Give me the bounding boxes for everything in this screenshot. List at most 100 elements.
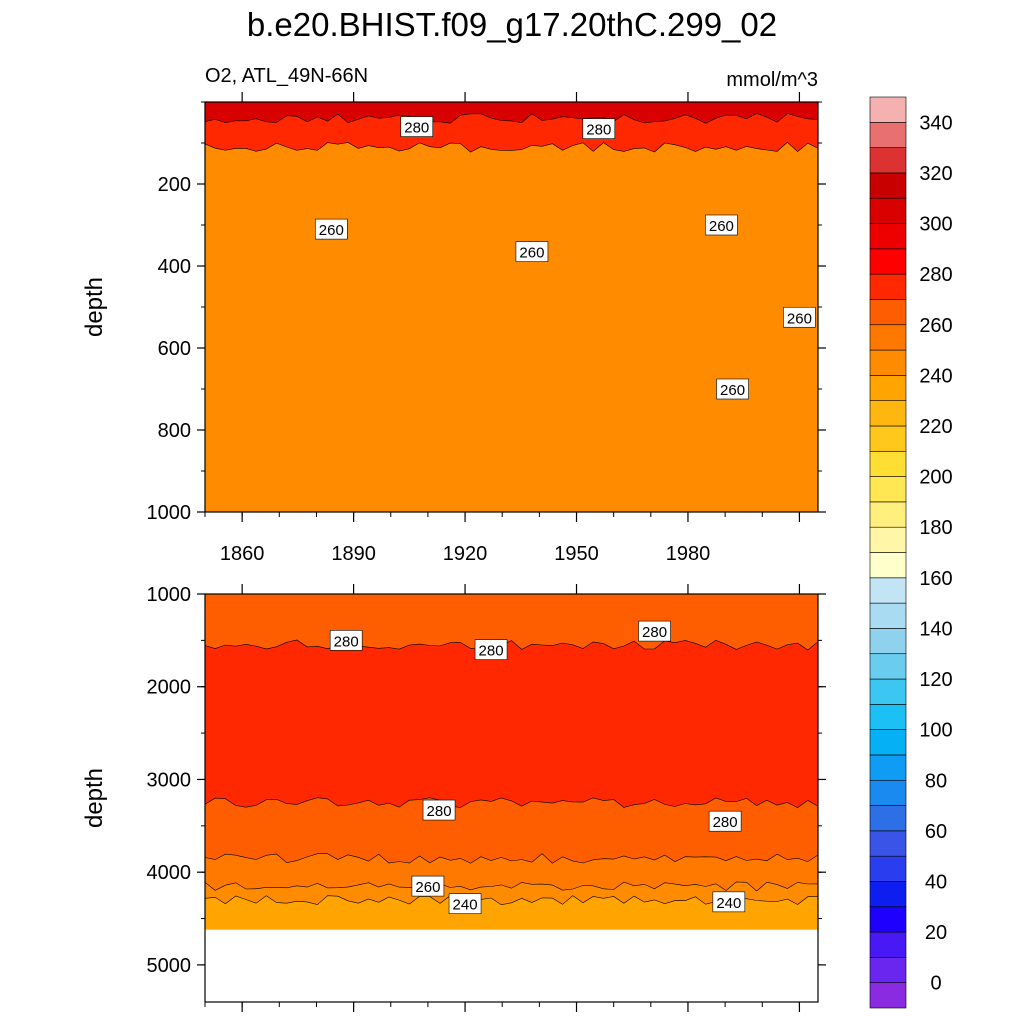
contour-label: 260	[315, 218, 348, 240]
colorbar-swatch	[869, 450, 907, 477]
colorbar-swatch	[869, 197, 907, 224]
colorbar-tick-label: 80	[925, 770, 947, 792]
colorbar-swatch	[869, 906, 907, 933]
contour-label: 260	[705, 214, 738, 236]
contour-band	[205, 102, 818, 125]
x-tick-label: 1860	[220, 543, 265, 565]
contour-band	[205, 639, 818, 809]
svg-text:260: 260	[787, 310, 812, 327]
chart-title: b.e20.BHIST.f09_g17.20thC.299_02	[247, 6, 777, 43]
colorbar-tick-label: 200	[919, 467, 952, 489]
contour-label: 240	[448, 893, 482, 915]
y-tick-label: 1000	[147, 584, 192, 606]
colorbar-swatch	[869, 223, 907, 250]
svg-text:260: 260	[720, 382, 745, 399]
colorbar-swatch	[869, 982, 907, 1009]
contour-label: 260	[515, 241, 549, 262]
colorbar-swatch	[869, 729, 907, 756]
colorbar-swatch	[869, 273, 907, 300]
svg-text:260: 260	[709, 218, 734, 235]
y-axis-label: depth	[81, 768, 108, 828]
colorbar-tick-label: 280	[919, 264, 952, 286]
y-tick-label: 800	[158, 420, 191, 442]
colorbar-swatch	[869, 628, 907, 655]
colorbar-swatch	[869, 704, 907, 730]
panel-subtitle: O2, ATL_49N-66N	[205, 65, 368, 87]
contour-band	[205, 797, 818, 865]
svg-text:260: 260	[415, 879, 440, 896]
colorbar-swatch	[869, 881, 907, 908]
colorbar-tick-label: 40	[925, 871, 947, 893]
svg-text:240: 240	[716, 895, 741, 912]
contour-label: 260	[411, 875, 445, 897]
svg-text:280: 280	[427, 803, 452, 820]
colorbar-swatch	[869, 400, 907, 427]
svg-text:280: 280	[479, 643, 504, 660]
colorbar-swatch	[869, 324, 907, 351]
svg-text:280: 280	[642, 624, 667, 641]
colorbar-tick-label: 100	[919, 720, 952, 742]
colorbar-swatch	[869, 172, 907, 199]
colorbar-swatch	[869, 931, 907, 958]
y-tick-label: 2000	[147, 677, 192, 699]
colorbar-swatch	[869, 299, 907, 326]
contour-label: 280	[708, 810, 742, 832]
colorbar-swatch	[869, 476, 907, 503]
svg-text:280: 280	[713, 814, 738, 831]
y-tick-label: 3000	[147, 769, 192, 791]
colorbar-swatch	[869, 349, 907, 376]
svg-text:240: 240	[453, 897, 478, 914]
y-tick-label: 4000	[147, 862, 192, 884]
x-tick-label: 1950	[554, 543, 599, 565]
colorbar-swatch	[869, 248, 907, 275]
colorbar: 0 20 40 60 80 100 120 140 160 180 200 220 240 260 280 3…	[869, 96, 953, 1009]
colorbar-tick-label: 160	[919, 568, 952, 590]
colorbar-swatch	[869, 375, 907, 401]
upper-panel: 200 400 600 800 1000 1860 1890 1920 1950 1980 dept…	[81, 92, 826, 565]
colorbar-tick-label: 320	[919, 163, 952, 185]
colorbar-swatch	[869, 122, 907, 148]
plot-frame	[204, 593, 819, 1003]
colorbar-tick-label: 240	[919, 365, 952, 387]
colorbar-swatch	[869, 805, 907, 832]
x-tick-label: 1920	[443, 543, 488, 565]
colorbar-swatch	[869, 425, 907, 452]
y-tick-label: 5000	[147, 955, 192, 977]
colorbar-tick-label: 340	[919, 112, 952, 134]
contour-label: 280	[400, 116, 434, 137]
colorbar-tick-label: 20	[925, 922, 947, 944]
colorbar-tick-label: 0	[930, 973, 941, 995]
y-tick-label: 200	[158, 174, 191, 196]
colorbar-swatch	[869, 552, 907, 579]
colorbar-tick-label: 260	[919, 315, 952, 337]
colorbar-swatch	[869, 96, 907, 123]
svg-text:260: 260	[519, 245, 544, 262]
y-tick-label: 1000	[147, 502, 192, 524]
svg-text:280: 280	[404, 120, 429, 137]
colorbar-swatch	[869, 754, 907, 781]
contour-band	[205, 881, 818, 907]
colorbar-tick-label: 60	[925, 821, 947, 843]
svg-text:280: 280	[334, 633, 359, 650]
colorbar-swatch	[869, 526, 907, 553]
lower-panel: 1000 2000 3000 4000 5000 depth 280 280 280 280 280…	[81, 584, 826, 1012]
contour-label: 280	[582, 118, 616, 139]
contour-label: 280	[474, 639, 508, 660]
contour-band	[205, 141, 818, 512]
contour-label: 260	[716, 378, 749, 400]
colorbar-tick-label: 220	[919, 416, 952, 438]
svg-text:280: 280	[586, 122, 611, 139]
x-tick-label: 1980	[666, 543, 711, 565]
colorbar-swatch	[869, 957, 907, 983]
contour-label: 240	[712, 891, 746, 913]
x-tick-label: 1890	[331, 543, 376, 565]
svg-text:260: 260	[319, 222, 344, 239]
colorbar-swatch	[869, 779, 907, 806]
contour-label: 280	[638, 620, 671, 642]
contour-label: 280	[422, 799, 456, 821]
y-axis-label: depth	[81, 277, 108, 337]
contour-label: 260	[783, 306, 816, 328]
y-tick-label: 600	[158, 338, 191, 360]
colorbar-swatch	[869, 855, 907, 882]
